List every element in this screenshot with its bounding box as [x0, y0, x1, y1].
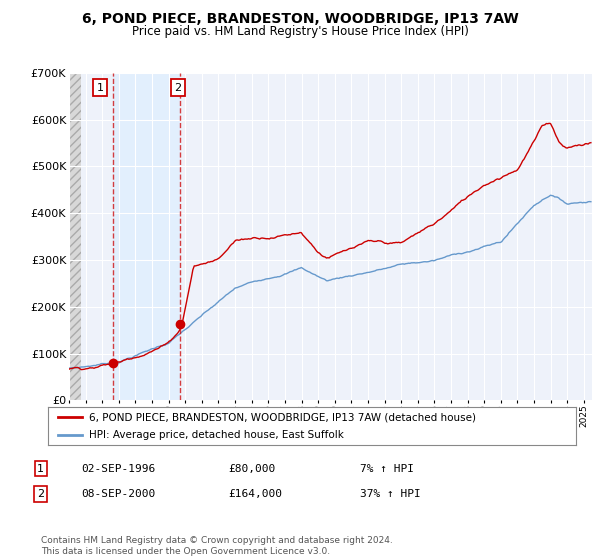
- Text: 2: 2: [175, 82, 182, 92]
- Text: 6, POND PIECE, BRANDESTON, WOODBRIDGE, IP13 7AW: 6, POND PIECE, BRANDESTON, WOODBRIDGE, I…: [82, 12, 518, 26]
- Text: £164,000: £164,000: [228, 489, 282, 499]
- Text: 6, POND PIECE, BRANDESTON, WOODBRIDGE, IP13 7AW (detached house): 6, POND PIECE, BRANDESTON, WOODBRIDGE, I…: [89, 412, 476, 422]
- Text: 37% ↑ HPI: 37% ↑ HPI: [360, 489, 421, 499]
- Text: 08-SEP-2000: 08-SEP-2000: [81, 489, 155, 499]
- Text: Price paid vs. HM Land Registry's House Price Index (HPI): Price paid vs. HM Land Registry's House …: [131, 25, 469, 38]
- Text: 2: 2: [37, 489, 44, 499]
- Text: 1: 1: [37, 464, 44, 474]
- Text: HPI: Average price, detached house, East Suffolk: HPI: Average price, detached house, East…: [89, 430, 344, 440]
- Bar: [113, 73, 180, 400]
- Text: 7% ↑ HPI: 7% ↑ HPI: [360, 464, 414, 474]
- Text: £80,000: £80,000: [228, 464, 275, 474]
- Text: Contains HM Land Registry data © Crown copyright and database right 2024.
This d: Contains HM Land Registry data © Crown c…: [41, 536, 392, 556]
- Text: 1: 1: [97, 82, 104, 92]
- Bar: [69, 73, 82, 400]
- Text: 02-SEP-1996: 02-SEP-1996: [81, 464, 155, 474]
